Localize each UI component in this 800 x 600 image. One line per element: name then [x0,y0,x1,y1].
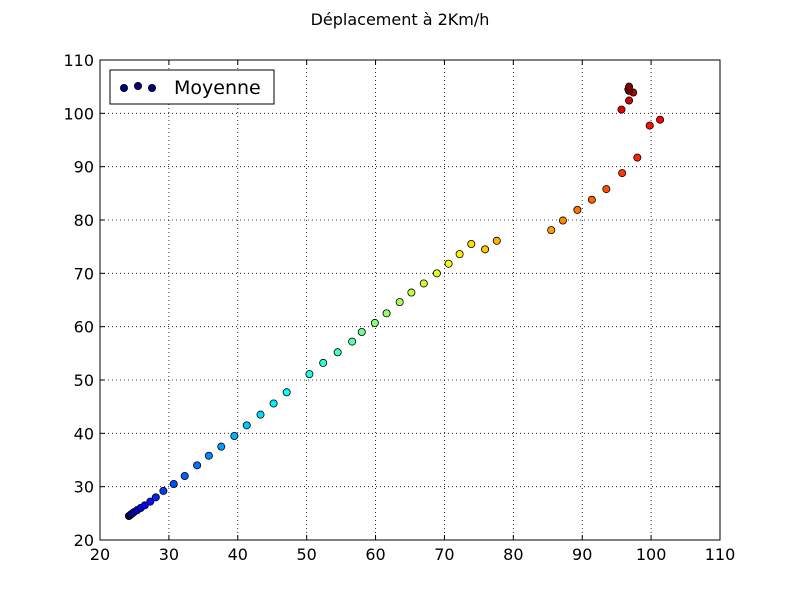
data-point [407,288,416,297]
data-point [256,410,265,419]
data-point [140,501,149,510]
data-point [602,185,611,194]
data-point [481,245,490,254]
x-tick-label: 100 [636,545,667,564]
data-point [319,358,328,367]
x-tick-label: 20 [90,545,110,564]
data-point [625,82,634,91]
legend-marker [120,84,129,93]
data-point [617,105,626,114]
y-tick-label: 40 [74,424,94,443]
y-tick-label: 50 [74,371,94,390]
y-tick-label: 30 [74,478,94,497]
data-point [193,461,202,470]
data-point [625,96,634,105]
x-tick-label: 110 [705,545,736,564]
data-point [204,451,213,460]
x-tick-label: 60 [365,545,385,564]
y-tick-label: 110 [63,51,94,70]
data-point [348,337,357,346]
y-tick-label: 60 [74,318,94,337]
x-tick-label: 80 [503,545,523,564]
data-point [645,121,654,130]
legend-marker [147,84,156,93]
data-point [633,153,642,162]
legend-marker [133,82,142,91]
data-point [492,236,501,245]
y-tick-label: 20 [74,531,94,550]
data-point [333,348,342,357]
data-point [656,115,665,124]
data-point [269,399,278,408]
data-point [419,279,428,288]
legend: Moyenne [109,69,275,105]
data-point [357,327,366,336]
plot-area [100,60,720,540]
data-point [395,298,404,307]
data-point [432,269,441,278]
data-point [282,388,291,397]
y-tick-label: 70 [74,264,94,283]
data-point [547,226,556,235]
data-point [455,250,464,259]
x-tick-label: 50 [296,545,316,564]
data-point [217,442,226,451]
x-tick-label: 70 [434,545,454,564]
x-tick-label: 40 [228,545,248,564]
data-point [587,195,596,204]
x-tick-label: 30 [159,545,179,564]
data-point [305,370,314,379]
data-point [558,216,567,225]
chart-title: Déplacement à 2Km/h [310,10,490,29]
y-tick-label: 80 [74,211,94,230]
data-point [467,239,476,248]
data-points [124,82,665,521]
data-point [618,169,627,178]
data-point [180,471,189,480]
data-point [230,431,239,440]
x-tick-label: 90 [572,545,592,564]
data-point [151,493,160,502]
legend-label: Moyenne [174,77,261,99]
y-tick-label: 100 [63,104,94,123]
grid-lines [100,60,720,540]
data-point [370,318,379,327]
y-tick-label: 90 [74,158,94,177]
data-point [159,486,168,495]
data-point [382,309,391,318]
data-point [242,421,251,430]
data-point [573,205,582,214]
data-point [146,497,155,506]
data-point [444,259,453,268]
data-point [169,479,178,488]
plot-frame [99,59,721,541]
axis-ticks: 20 30 40 50 60 70 80 90 100 110 20 30 40 50 60 70 80 90 10… [63,51,735,564]
